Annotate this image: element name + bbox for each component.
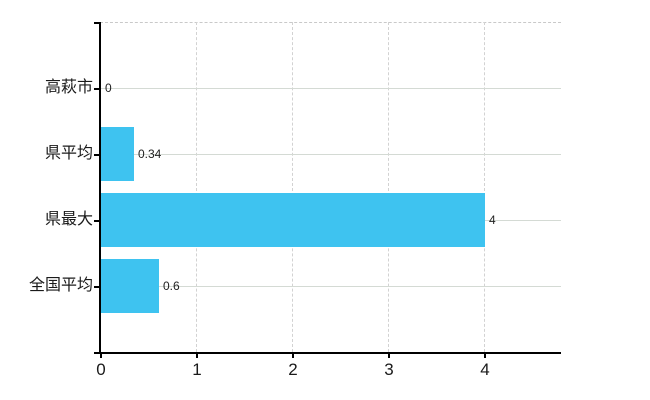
y-axis-tick [94,286,100,288]
h-gridline [101,88,561,89]
bar [101,127,134,181]
y-axis-tick [94,88,100,90]
v-gridline [484,22,485,352]
category-label: 県平均 [44,145,93,162]
v-gridline [388,22,389,352]
category-label: 県最大 [44,211,93,228]
x-axis-tick [196,352,198,358]
value-label: 0 [105,81,112,95]
x-tick-label: 0 [96,360,106,379]
y-axis-tick [94,154,100,156]
h-gridline [101,154,561,155]
x-axis-tick [292,352,294,358]
bar [101,259,159,313]
category-label: 全国平均 [28,277,93,294]
plot-top-border [100,22,561,23]
bar [101,193,485,247]
x-axis-tick [484,352,486,358]
h-gridline [101,286,561,287]
value-label: 0.6 [163,279,180,293]
y-axis-top-tick [94,22,100,24]
x-tick-label: 1 [192,360,202,379]
x-tick-label: 2 [288,360,298,379]
value-label: 4 [489,213,496,227]
y-axis [99,22,101,352]
x-tick-label: 3 [384,360,394,379]
x-tick-label: 4 [480,360,490,379]
x-axis [94,352,561,354]
v-gridline [292,22,293,352]
value-label: 0.34 [138,147,162,161]
x-axis-tick [100,352,102,358]
x-axis-tick [388,352,390,358]
y-axis-tick [94,220,100,222]
category-label: 高萩市 [44,79,93,96]
v-gridline [196,22,197,352]
